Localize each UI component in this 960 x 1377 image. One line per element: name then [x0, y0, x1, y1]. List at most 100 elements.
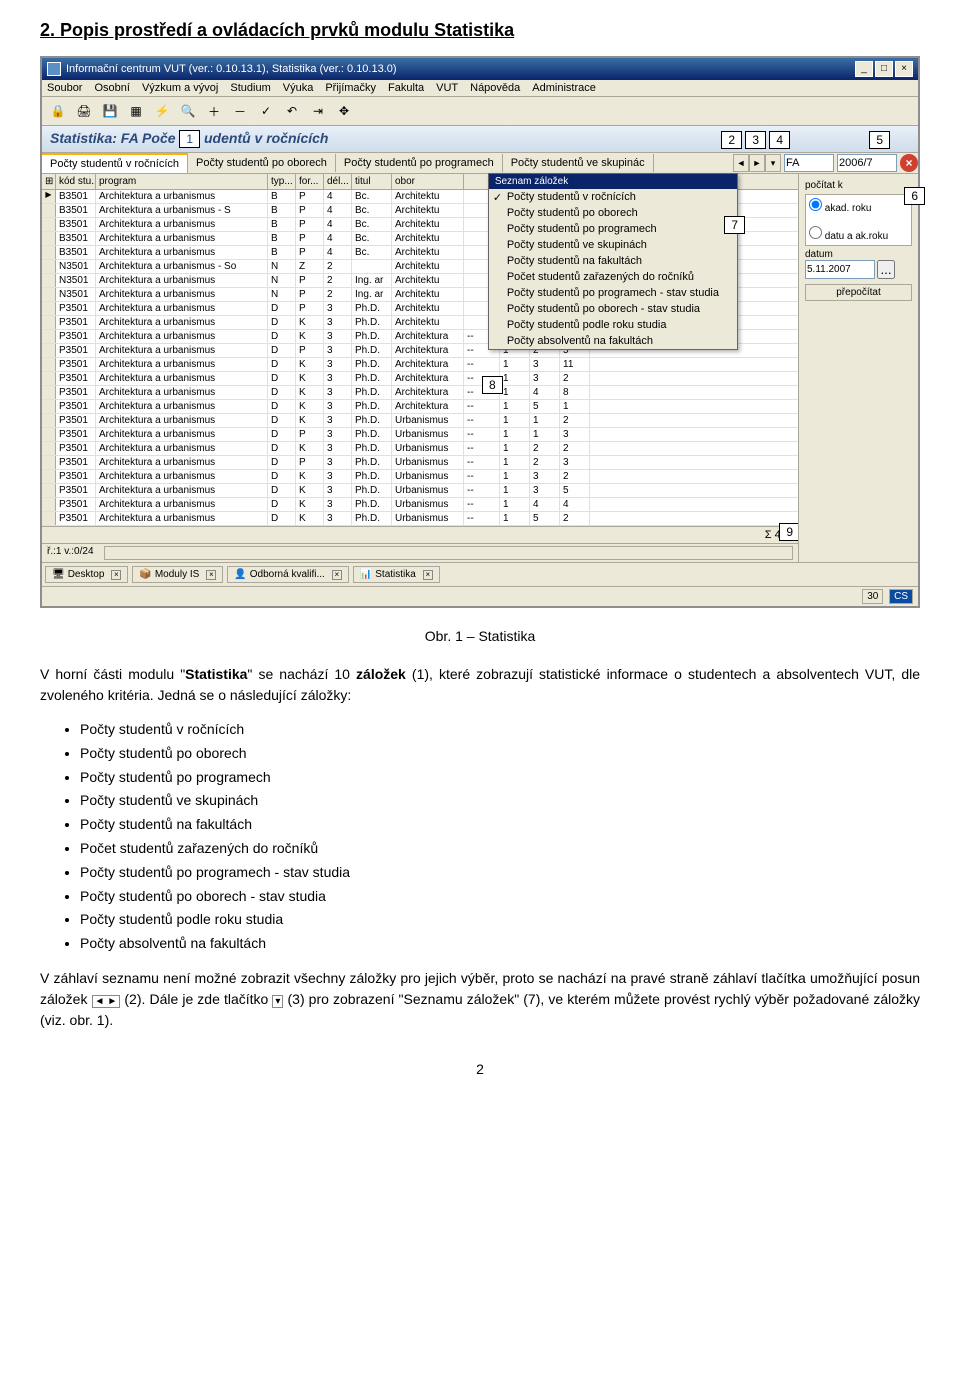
tool-door-icon[interactable]: ⇥ [307, 100, 329, 122]
tool-plus-icon[interactable]: ＋ [203, 100, 225, 122]
table-row[interactable]: P3501Architektura a urbanismusDK3Ph.D.Ur… [42, 442, 798, 456]
dd-item[interactable]: Počty studentů po programech [489, 221, 737, 237]
menu-studium[interactable]: Studium [230, 82, 270, 94]
menu-administrace[interactable]: Administrace [532, 82, 596, 94]
col-program[interactable]: program [96, 174, 268, 189]
tool-move-icon[interactable]: ✥ [333, 100, 355, 122]
menu-vut[interactable]: VUT [436, 82, 458, 94]
tab-scroll-left[interactable]: ◄ [733, 154, 749, 172]
dd-item[interactable]: Počty absolventů na fakultách [489, 333, 737, 349]
radio-datum[interactable]: datu a ak.roku [809, 226, 908, 242]
tab-rocniky[interactable]: Počty studentů v ročnících [42, 153, 188, 173]
tab-close-icon[interactable]: × [900, 154, 918, 172]
menu-soubor[interactable]: Soubor [47, 82, 82, 94]
close-icon[interactable]: × [111, 570, 121, 580]
tool-undo-icon[interactable]: ↶ [281, 100, 303, 122]
minimize-button[interactable]: _ [855, 61, 873, 77]
col-del[interactable]: dél... [324, 174, 352, 189]
col-titul[interactable]: titul [352, 174, 392, 189]
table-row[interactable]: P3501Architektura a urbanismusDP3Ph.D.Ur… [42, 428, 798, 442]
col-typ[interactable]: typ... [268, 174, 296, 189]
callout-5: 5 [869, 131, 890, 149]
dd-item[interactable]: Počty studentů v ročnících [489, 189, 737, 205]
tray-lang[interactable]: CS [889, 589, 913, 604]
dd-item[interactable]: Počty studentů po oborech - stav studia [489, 301, 737, 317]
dd-item[interactable]: Počty studentů po oborech [489, 205, 737, 221]
table-row[interactable]: P3501Architektura a urbanismusDK3Ph.D.Ur… [42, 512, 798, 526]
year-select[interactable] [837, 154, 897, 172]
menu-osobni[interactable]: Osobní [94, 82, 129, 94]
menu-fakulta[interactable]: Fakulta [388, 82, 424, 94]
table-row[interactable]: P3501Architektura a urbanismusDK3Ph.D.Ur… [42, 484, 798, 498]
tool-grid-icon[interactable]: ▦ [125, 100, 147, 122]
tab-scroll-right[interactable]: ► [749, 154, 765, 172]
bullet-list: Počty studentů v ročnících Počty student… [80, 718, 920, 956]
maximize-button[interactable]: □ [875, 61, 893, 77]
menu-napoveda[interactable]: Nápověda [470, 82, 520, 94]
close-button[interactable]: × [895, 61, 913, 77]
date-label: datum [805, 249, 912, 260]
tab-list-button[interactable]: ▾ [765, 154, 781, 172]
close-icon[interactable]: × [206, 570, 216, 580]
date-picker-button[interactable]: ... [877, 260, 895, 279]
dropdown-title: Seznam záložek [489, 174, 737, 189]
figure-caption: Obr. 1 – Statistika [40, 628, 920, 644]
col-obor[interactable]: obor [392, 174, 464, 189]
app-icon [47, 62, 61, 76]
table-row[interactable]: P3501Architektura a urbanismusDK3Ph.D.Ar… [42, 358, 798, 372]
status-text: ř.:1 v.:0/24 [47, 546, 94, 560]
col-for[interactable]: for... [296, 174, 324, 189]
tool-refresh-icon[interactable]: ⚡ [151, 100, 173, 122]
dd-item[interactable]: Počty studentů ve skupinách [489, 237, 737, 253]
app-window: Informační centrum VUT (ver.: 0.10.13.1)… [40, 56, 920, 608]
list-item: Počty studentů po oborech - stav studia [80, 885, 920, 909]
tabbar: Počty studentů v ročnících Počty student… [42, 153, 918, 174]
inline-nav-icon: ◄ ► [92, 995, 121, 1008]
tab-programy[interactable]: Počty studentů po programech [336, 154, 503, 172]
table-row[interactable]: P3501Architektura a urbanismusDK3Ph.D.Ar… [42, 372, 798, 386]
content-area: ⊞ kód stu.. program typ... for... dél...… [42, 174, 918, 562]
col-kod[interactable]: kód stu.. [56, 174, 96, 189]
tab-obory[interactable]: Počty studentů po oborech [188, 154, 336, 172]
dd-item[interactable]: Počty studentů na fakultách [489, 253, 737, 269]
task-statistika[interactable]: 📊 Statistika× [353, 566, 440, 583]
subtitle-text-b: udentů v ročnících [204, 130, 328, 146]
tool-lock-icon[interactable]: 🔒 [47, 100, 69, 122]
task-moduly[interactable]: 📦 Moduly IS× [132, 566, 223, 583]
tool-check-icon[interactable]: ✓ [255, 100, 277, 122]
tool-find-icon[interactable]: 🔍 [177, 100, 199, 122]
inline-list-icon: ▾ [272, 995, 283, 1008]
tool-minus-icon[interactable]: － [229, 100, 251, 122]
radio-akadrok[interactable]: akad. roku [809, 198, 908, 214]
recalc-button[interactable]: přepočítat [805, 284, 912, 301]
close-icon[interactable]: × [423, 570, 433, 580]
tool-print-icon[interactable]: 🖨 [73, 100, 95, 122]
callout-3: 3 [745, 131, 766, 149]
tab-dropdown-menu: Seznam záložek Počty studentů v ročnícíc… [488, 173, 738, 350]
tab-skupiny[interactable]: Počty studentů ve skupinác [503, 154, 654, 172]
table-row[interactable]: P3501Architektura a urbanismusDK3Ph.D.Ur… [42, 414, 798, 428]
table-row[interactable]: P3501Architektura a urbanismusDK3Ph.D.Ar… [42, 386, 798, 400]
expand-icon[interactable]: ⊞ [42, 174, 56, 189]
date-input[interactable] [805, 260, 875, 279]
table-row[interactable]: P3501Architektura a urbanismusDK3Ph.D.Ur… [42, 498, 798, 512]
menu-vyuka[interactable]: Výuka [283, 82, 314, 94]
dd-item[interactable]: Počty studentů po programech - stav stud… [489, 285, 737, 301]
menu-prijimacky[interactable]: Přijímačky [325, 82, 376, 94]
table-row[interactable]: P3501Architektura a urbanismusDP3Ph.D.Ur… [42, 456, 798, 470]
task-kvalif[interactable]: 👤 Odborná kvalifi...× [227, 566, 349, 583]
h-scrollbar[interactable] [104, 546, 793, 560]
table-row[interactable]: P3501Architektura a urbanismusDK3Ph.D.Ar… [42, 400, 798, 414]
callout-8: 8 [482, 376, 503, 394]
close-icon[interactable]: × [332, 570, 342, 580]
dd-item[interactable]: Počty studentů podle roku studia [489, 317, 737, 333]
list-item: Počty studentů ve skupinách [80, 789, 920, 813]
tool-save-icon[interactable]: 💾 [99, 100, 121, 122]
menu-vyzkum[interactable]: Výzkum a vývoj [142, 82, 218, 94]
menubar: Soubor Osobní Výzkum a vývoj Studium Výu… [42, 80, 918, 97]
faculty-select[interactable] [784, 154, 834, 172]
table-row[interactable]: P3501Architektura a urbanismusDK3Ph.D.Ur… [42, 470, 798, 484]
page-number: 2 [40, 1061, 920, 1077]
dd-item[interactable]: Počet studentů zařazených do ročníků [489, 269, 737, 285]
task-desktop[interactable]: 🖥 Desktop× [45, 566, 128, 583]
